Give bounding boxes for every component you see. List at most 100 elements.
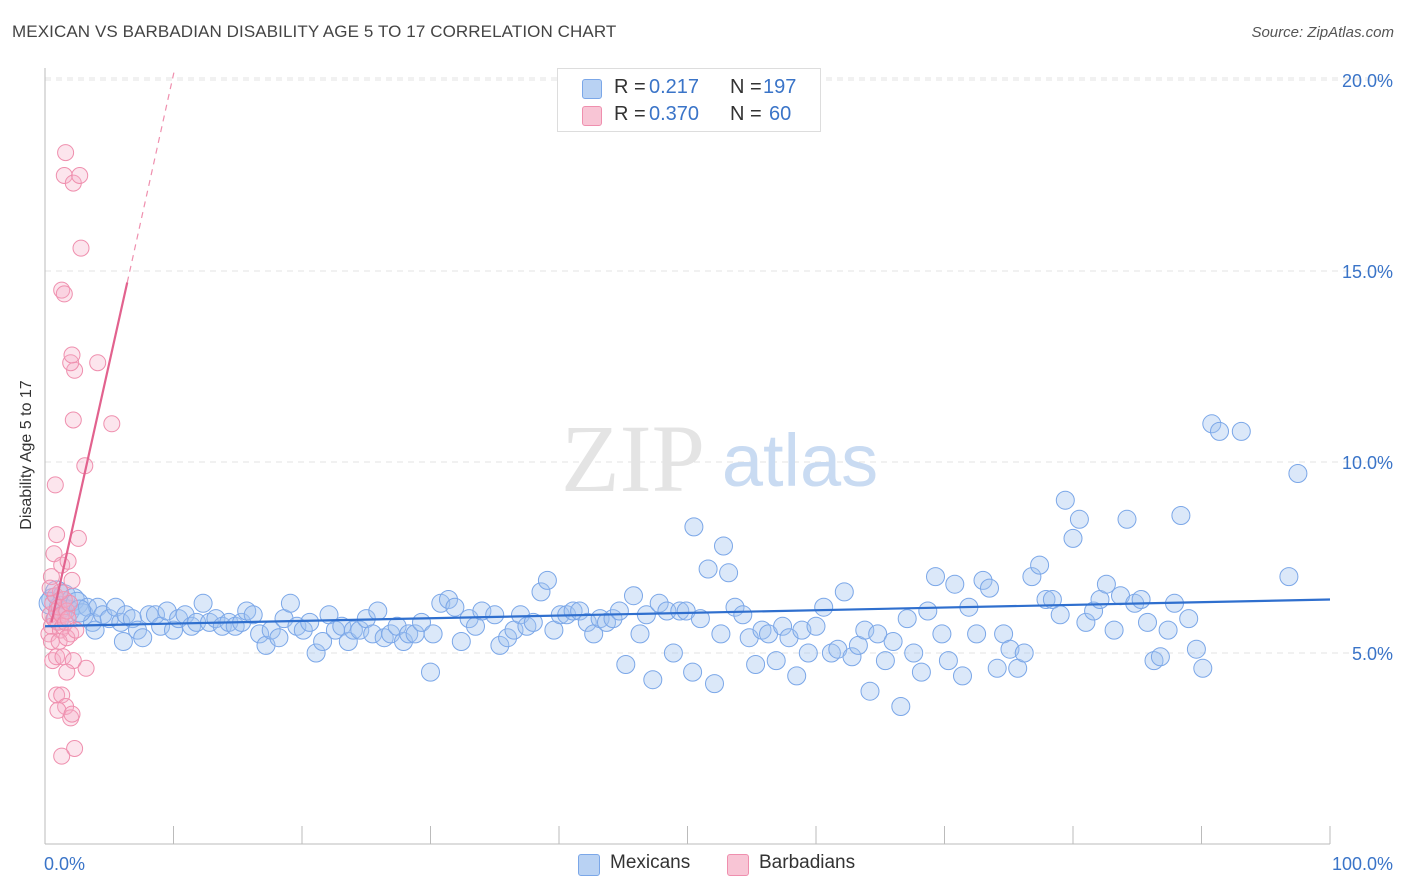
mexicans-point bbox=[911, 662, 931, 682]
mexicans-point bbox=[711, 624, 731, 644]
mexicans-point bbox=[1144, 651, 1164, 671]
mexicans-point bbox=[1036, 590, 1056, 609]
legend-r-value: 0.217 bbox=[649, 76, 700, 98]
mexicans-point bbox=[630, 624, 650, 644]
barbadians-point bbox=[55, 285, 73, 303]
mexicans-point bbox=[1279, 567, 1299, 587]
mexicans-point bbox=[368, 601, 388, 621]
mexicans-point bbox=[1138, 612, 1157, 632]
barbadians-point bbox=[59, 552, 77, 570]
barbadians-point bbox=[50, 633, 68, 650]
mexicans-point bbox=[490, 635, 510, 655]
barbadians-point bbox=[53, 747, 71, 765]
mexicans-point bbox=[860, 681, 880, 701]
mexicans-point bbox=[842, 647, 862, 667]
mexicans-point bbox=[883, 632, 903, 651]
mexicans-point bbox=[300, 612, 320, 632]
mexicans-point bbox=[904, 643, 924, 663]
barbadians-point bbox=[60, 594, 78, 612]
series-legend: Mexicans Barbadians bbox=[0, 851, 1406, 877]
legend-swatch-barbadians bbox=[582, 106, 602, 126]
mexicans-point bbox=[926, 567, 945, 587]
y-tick-label: 15.0% bbox=[1342, 262, 1393, 282]
axes bbox=[44, 68, 1331, 845]
mexicans-point bbox=[498, 628, 518, 648]
mexicans-point bbox=[609, 601, 629, 621]
mexicans-point bbox=[1131, 590, 1151, 609]
mexicans-point bbox=[421, 662, 440, 682]
mexicans-point bbox=[987, 658, 1007, 678]
barbadians-point bbox=[71, 167, 89, 184]
mexicans-point bbox=[1055, 490, 1075, 510]
mexicans-point bbox=[806, 616, 826, 636]
legend-swatch-mexicans bbox=[582, 79, 602, 99]
mexicans-point bbox=[531, 582, 551, 602]
mexicans-point bbox=[445, 597, 465, 617]
mexicans-point bbox=[1231, 421, 1251, 441]
mexicans-point bbox=[1104, 620, 1124, 640]
mexicans-point bbox=[1202, 414, 1222, 434]
barbadians-point bbox=[41, 579, 59, 597]
mexicans-point bbox=[698, 559, 718, 579]
mexicans-point bbox=[193, 593, 213, 613]
mexicans-point bbox=[798, 643, 818, 663]
tick-labels: 5.0% 10.0% 15.0% 20.0% 0.0% 100.0% bbox=[44, 71, 1393, 874]
x-tick-label-min: 0.0% bbox=[44, 854, 85, 874]
y-tick-label: 10.0% bbox=[1342, 453, 1393, 473]
mexicans-point bbox=[350, 620, 370, 640]
mexicans-point bbox=[792, 620, 812, 640]
watermark-zip: ZIP bbox=[561, 405, 705, 512]
mexicans-point bbox=[113, 632, 133, 651]
mexicans-point bbox=[766, 651, 786, 671]
mexicans-point bbox=[423, 624, 443, 644]
mexicans-point bbox=[1186, 639, 1206, 659]
barbadians-point bbox=[64, 411, 82, 429]
source-label: Source: ZipAtlas.com bbox=[1251, 24, 1394, 41]
mexicans-point bbox=[399, 624, 419, 644]
legend-r-label: R = bbox=[614, 103, 646, 125]
barbadians-point bbox=[63, 705, 81, 723]
legend-n-label: N = bbox=[730, 76, 762, 98]
mexicans-point bbox=[891, 697, 911, 716]
mexicans-point bbox=[643, 670, 663, 690]
mexicans-point bbox=[523, 612, 543, 632]
barbadians-point bbox=[89, 354, 107, 372]
mexicans-point bbox=[85, 620, 105, 640]
mexicans-point bbox=[338, 632, 358, 651]
mexicans-point bbox=[182, 616, 201, 636]
mexicans-point bbox=[814, 597, 834, 617]
barbadians-point bbox=[72, 239, 90, 257]
barbadians-point bbox=[49, 701, 67, 719]
mexicans-point bbox=[616, 655, 636, 674]
mexicans-point bbox=[663, 643, 683, 663]
mexicans-point bbox=[1117, 509, 1137, 529]
mexicans-point bbox=[945, 574, 965, 594]
mexicans-point bbox=[649, 593, 669, 613]
mexicans-point bbox=[1210, 421, 1229, 441]
legend-label-barbadians: Barbadians bbox=[759, 852, 856, 873]
barbadians-point bbox=[77, 659, 95, 677]
mexicans-point bbox=[980, 578, 999, 598]
barbadians-point bbox=[103, 415, 121, 433]
barbadians-point bbox=[48, 526, 66, 544]
mexicans-point bbox=[1150, 647, 1170, 667]
mexicans-point bbox=[690, 609, 710, 629]
mexicans-point bbox=[472, 601, 492, 621]
mexicans-point bbox=[733, 605, 753, 625]
mexicans-point bbox=[1069, 509, 1089, 529]
mexicans-point bbox=[280, 593, 300, 613]
mexicans-point bbox=[343, 620, 363, 640]
mexicans-point bbox=[932, 624, 952, 644]
mexicans-point bbox=[243, 605, 263, 625]
mexicans-point bbox=[77, 597, 97, 617]
mexicans-point bbox=[684, 517, 704, 537]
mexicans-point bbox=[537, 570, 557, 590]
barbadians-point bbox=[48, 686, 66, 704]
mexicans-point bbox=[875, 651, 895, 671]
barbadians-point bbox=[69, 529, 87, 547]
mexicans-point bbox=[1022, 567, 1042, 587]
mexicans-point bbox=[1000, 639, 1020, 659]
legend-r-value: 0.370 bbox=[649, 103, 700, 125]
y-tick-label: 5.0% bbox=[1352, 644, 1393, 664]
mexicans-point bbox=[773, 616, 793, 636]
